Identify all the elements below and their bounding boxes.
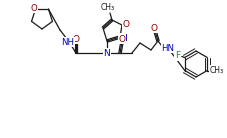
- Text: O: O: [118, 34, 125, 43]
- Text: N: N: [120, 34, 127, 43]
- Text: F: F: [174, 51, 180, 60]
- Text: O: O: [72, 34, 79, 43]
- Text: CH₃: CH₃: [101, 2, 115, 11]
- Text: NH: NH: [61, 38, 74, 47]
- Text: O: O: [30, 4, 37, 13]
- Text: O: O: [150, 23, 157, 33]
- Text: CH₃: CH₃: [208, 66, 222, 75]
- Text: O: O: [122, 19, 129, 29]
- Text: HN: HN: [161, 43, 174, 52]
- Text: N: N: [103, 48, 110, 58]
